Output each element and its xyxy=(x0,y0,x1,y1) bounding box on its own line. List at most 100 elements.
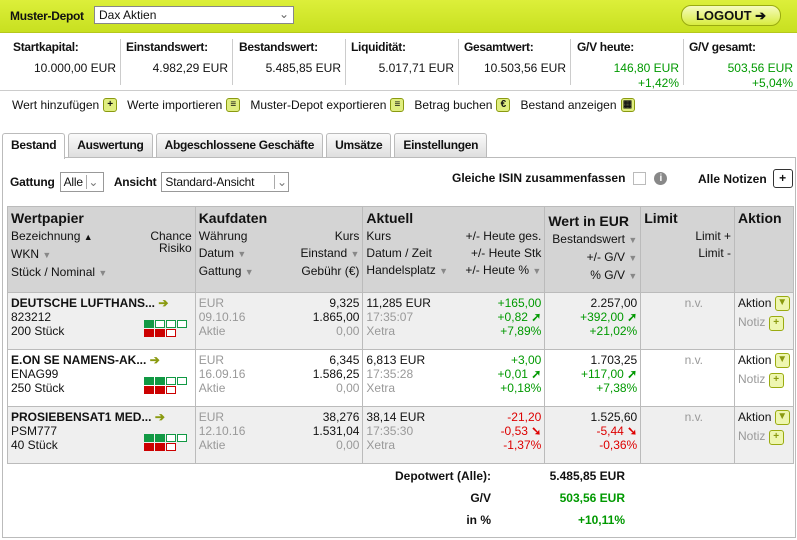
chevron-down-icon: ⌄ xyxy=(278,7,289,21)
action-1[interactable]: Werte importieren xyxy=(127,98,223,112)
sort-heute-pct[interactable]: +/- Heute % ▼ xyxy=(465,263,542,277)
summary-value: 146,80 EUR xyxy=(613,61,679,75)
datum-zeit-label: Datum / Zeit xyxy=(366,246,432,260)
sort-pct-gv[interactable]: % G/V ▼ xyxy=(590,268,638,282)
gattung-select[interactable]: Alle ⌄ xyxy=(59,172,104,192)
summary-label: Startkapital: xyxy=(13,40,79,54)
col-wertpapier: Wertpapier Bezeichnung ▲ Chance WKN ▼ Risi… xyxy=(7,206,196,293)
risk-meter xyxy=(143,386,187,394)
notiz-label: Notiz xyxy=(738,372,766,387)
trend-up-icon: ➚ xyxy=(627,310,638,324)
gattung-value: Alle xyxy=(63,175,83,189)
aktion-dropdown-button[interactable]: ▼ xyxy=(774,410,790,426)
arrow-right-icon[interactable]: ➔ xyxy=(158,296,169,310)
action-bar: Wert hinzufügen + Werte importieren ≡ Muster… xyxy=(12,96,645,114)
aktion-dropdown-button[interactable]: ▼ xyxy=(774,353,790,369)
risk-meter xyxy=(143,443,187,451)
cell-kaufdaten: EUR 38,276 12.10.16 1.531,04 Aktie 0,00 xyxy=(194,406,364,464)
chevron-down-icon: ⌄ xyxy=(85,175,100,189)
summary-label: Liquidität: xyxy=(351,40,406,54)
heute-stk-label: +/- Heute Stk xyxy=(470,246,542,260)
ansicht-value: Standard-Ansicht xyxy=(165,175,255,189)
euro-icon[interactable]: € xyxy=(496,98,511,112)
table-row: DEUTSCHE LUFTHANS... ➔ 823212 200 Stück E… xyxy=(7,292,794,350)
summary-4: Gesamtwert: 10.503,56 EUR xyxy=(464,39,571,85)
cell-aktuell: 38,14 EUR -21,20 17:35:30 -0,53 ➘ Xetra -1,37… xyxy=(362,406,546,464)
chance-label: Chance xyxy=(150,229,192,243)
sort-handelsplatz[interactable]: Handelsplatz ▼ xyxy=(366,263,449,277)
sort-wkn[interactable]: WKN ▼ xyxy=(11,247,52,261)
tab-4[interactable]: Einstellungen xyxy=(394,133,488,158)
isin-checkbox[interactable] xyxy=(633,171,647,185)
notiz-add-button[interactable]: + xyxy=(768,315,784,331)
action-0[interactable]: Wert hinzufügen xyxy=(12,98,100,112)
col-aktuell: Aktuell Kurs +/- Heute ges. Datum / Zeit +… xyxy=(362,206,546,293)
limit-minus-label: Limit - xyxy=(698,246,732,260)
import-icon[interactable]: ≡ xyxy=(226,98,241,112)
sort-stueck[interactable]: Stück / Nominal ▼ xyxy=(11,265,108,279)
action-2[interactable]: Muster-Depot exportieren xyxy=(250,98,387,112)
sort-bezeichnung[interactable]: Bezeichnung ▲ xyxy=(11,229,93,243)
stueck: 200 Stück xyxy=(11,324,65,338)
risiko-label: Risiko xyxy=(159,241,192,255)
cell-limit: n.v. xyxy=(640,349,736,407)
grid-icon[interactable]: ▦ xyxy=(620,98,635,112)
action-3[interactable]: Betrag buchen xyxy=(414,98,493,112)
arrow-right-icon[interactable]: ➔ xyxy=(149,353,160,367)
col-title: Limit xyxy=(644,210,678,226)
logout-button[interactable]: LOGOUT ➔ xyxy=(681,5,781,26)
ansicht-label: Ansicht xyxy=(113,175,157,189)
tab-1[interactable]: Auswertung xyxy=(68,133,153,158)
aktion-label: Aktion xyxy=(738,410,772,424)
action-4[interactable]: Bestand anzeigen xyxy=(520,98,617,112)
export-icon[interactable]: ≡ xyxy=(390,98,405,112)
alle-notizen-plus-button[interactable]: + xyxy=(772,169,793,188)
alle-notizen-label: Alle Notizen xyxy=(698,171,767,186)
arrow-right-icon[interactable]: ➔ xyxy=(154,410,165,424)
sort-einstand[interactable]: Einstand ▼ xyxy=(300,246,360,260)
plus-icon[interactable]: + xyxy=(103,98,118,112)
summary-value: 503,56 EUR xyxy=(727,61,793,75)
notiz-add-button[interactable]: + xyxy=(768,429,784,445)
sort-datum[interactable]: Datum ▼ xyxy=(198,246,247,260)
aktion-label: Aktion xyxy=(738,296,772,310)
summary-value: 10.000,00 EUR xyxy=(33,61,116,75)
risk-meter xyxy=(143,329,187,337)
summary-pct: +1,42% xyxy=(637,76,679,90)
sort-gv[interactable]: +/- G/V ▼ xyxy=(586,250,638,264)
security-name-link[interactable]: E.ON SE NAMENS-AK... xyxy=(11,353,147,367)
tab-2[interactable]: Abgeschlossene Geschäfte xyxy=(155,133,324,158)
chance-meter xyxy=(143,377,187,385)
cell-wert: 1.703,25 +117,00 ➚ +7,38% xyxy=(544,349,642,407)
col-title: Wert in EUR xyxy=(548,213,629,229)
cell-aktion: Aktion ▼ Notiz + xyxy=(734,406,794,464)
alle-notizen: Alle Notizen + xyxy=(698,169,793,188)
sort-gattung[interactable]: Gattung ▼ xyxy=(198,264,254,278)
aktion-dropdown-button[interactable]: ▼ xyxy=(774,296,790,312)
depot-select[interactable]: Dax Aktien ⌄ xyxy=(94,6,294,24)
summary-value: 10.503,56 EUR xyxy=(483,61,566,75)
sort-down-icon: ▼ xyxy=(628,271,638,281)
col-title: Aktuell xyxy=(366,210,414,226)
summary-6: G/V gesamt: 503,56 EUR +5,04% xyxy=(689,39,797,90)
summary-label: Einstandswert: xyxy=(126,40,208,54)
ansicht-select[interactable]: Standard-Ansicht ⌄ xyxy=(161,172,290,192)
security-name-link[interactable]: DEUTSCHE LUFTHANS... xyxy=(11,296,155,310)
cell-wertpapier: E.ON SE NAMENS-AK... ➔ ENAG99 250 Stück xyxy=(7,349,196,407)
tab-0[interactable]: Bestand xyxy=(2,133,66,159)
sort-down-icon: ▼ xyxy=(98,268,108,278)
notiz-label: Notiz xyxy=(738,429,766,444)
trend-up-icon: ➚ xyxy=(627,367,638,381)
summary-pct: +5,04% xyxy=(751,76,793,90)
info-icon[interactable]: i xyxy=(654,171,668,185)
kurs-label: Kurs xyxy=(334,229,360,243)
depot-select-value: Dax Aktien xyxy=(99,8,157,22)
tab-3[interactable]: Umsätze xyxy=(326,133,392,158)
sort-bestandswert[interactable]: Bestandswert ▼ xyxy=(552,232,638,246)
summary-1: Einstandswert: 4.982,29 EUR xyxy=(126,39,233,85)
tab-bar: Bestand Auswertung Abgeschlossene Geschäft… xyxy=(2,133,490,159)
notiz-add-button[interactable]: + xyxy=(768,372,784,388)
security-name-link[interactable]: PROSIEBENSAT1 MED... xyxy=(11,410,152,424)
isin-option: Gleiche ISIN zusammenfassen i xyxy=(452,171,668,185)
depot-label: Muster-Depot xyxy=(10,9,84,23)
